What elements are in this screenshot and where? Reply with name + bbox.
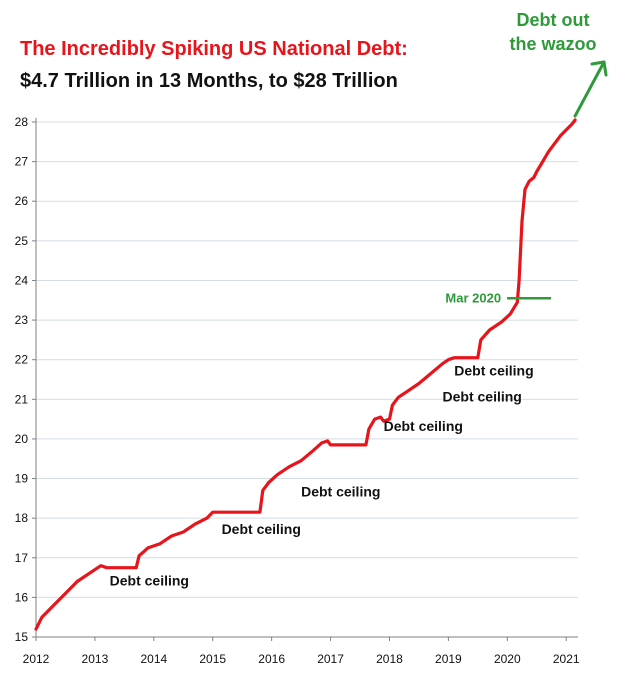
wazoo-arrow-head (590, 60, 608, 77)
chart-subtitle: $4.7 Trillion in 13 Months, to $28 Trill… (20, 70, 398, 92)
wazoo-annotation-line1: Debt out (516, 10, 590, 30)
y-tick-label: 28 (15, 115, 29, 129)
x-tick-label: 2020 (494, 652, 521, 666)
series-layer (34, 118, 577, 631)
debt-series-line (34, 118, 577, 631)
y-tick-label: 20 (15, 432, 29, 446)
wazoo-annotation: Debt out the wazoo (498, 8, 608, 56)
y-tick-label: 17 (15, 551, 29, 565)
y-tick-label: 18 (15, 511, 29, 525)
debt-ceiling-label: Debt ceiling (301, 483, 380, 499)
y-tick-label: 21 (15, 392, 29, 406)
y-tick-label: 22 (15, 353, 29, 367)
y-tick-label: 23 (15, 313, 29, 327)
y-tick-label: 26 (15, 194, 29, 208)
y-tick-label: 16 (15, 590, 29, 604)
debt-ceiling-label: Debt ceiling (443, 388, 522, 404)
y-tick-label: 15 (15, 630, 29, 644)
annotations-layer: Mar 2020 Debt ceiling Debt ceiling Debt … (110, 60, 608, 589)
debt-ceiling-label: Debt ceiling (384, 418, 463, 434)
x-tick-label: 2019 (435, 652, 462, 666)
x-tick-label: 2021 (553, 652, 580, 666)
y-tick-label: 27 (15, 155, 29, 169)
x-tick-label: 2012 (23, 652, 50, 666)
x-tick-label: 2018 (376, 652, 403, 666)
x-tick-label: 2016 (258, 652, 285, 666)
gridlines (36, 121, 578, 598)
wazoo-annotation-line2: the wazoo (509, 34, 597, 54)
x-tick-label: 2013 (82, 652, 109, 666)
x-tick-label: 2017 (317, 652, 344, 666)
y-tick-label: 24 (15, 273, 29, 287)
y-tick-label: 25 (15, 234, 29, 248)
debt-ceiling-label: Debt ceiling (110, 573, 189, 589)
mar-2020-label: Mar 2020 (445, 290, 501, 305)
wazoo-arrow-shaft (573, 60, 606, 118)
debt-ceiling-label: Debt ceiling (222, 521, 301, 537)
x-tick-label: 2015 (199, 652, 226, 666)
y-tick-label: 19 (15, 472, 29, 486)
chart-title: The Incredibly Spiking US National Debt: (20, 38, 408, 60)
debt-ceiling-label: Debt ceiling (454, 363, 533, 379)
x-tick-label: 2014 (140, 652, 167, 666)
